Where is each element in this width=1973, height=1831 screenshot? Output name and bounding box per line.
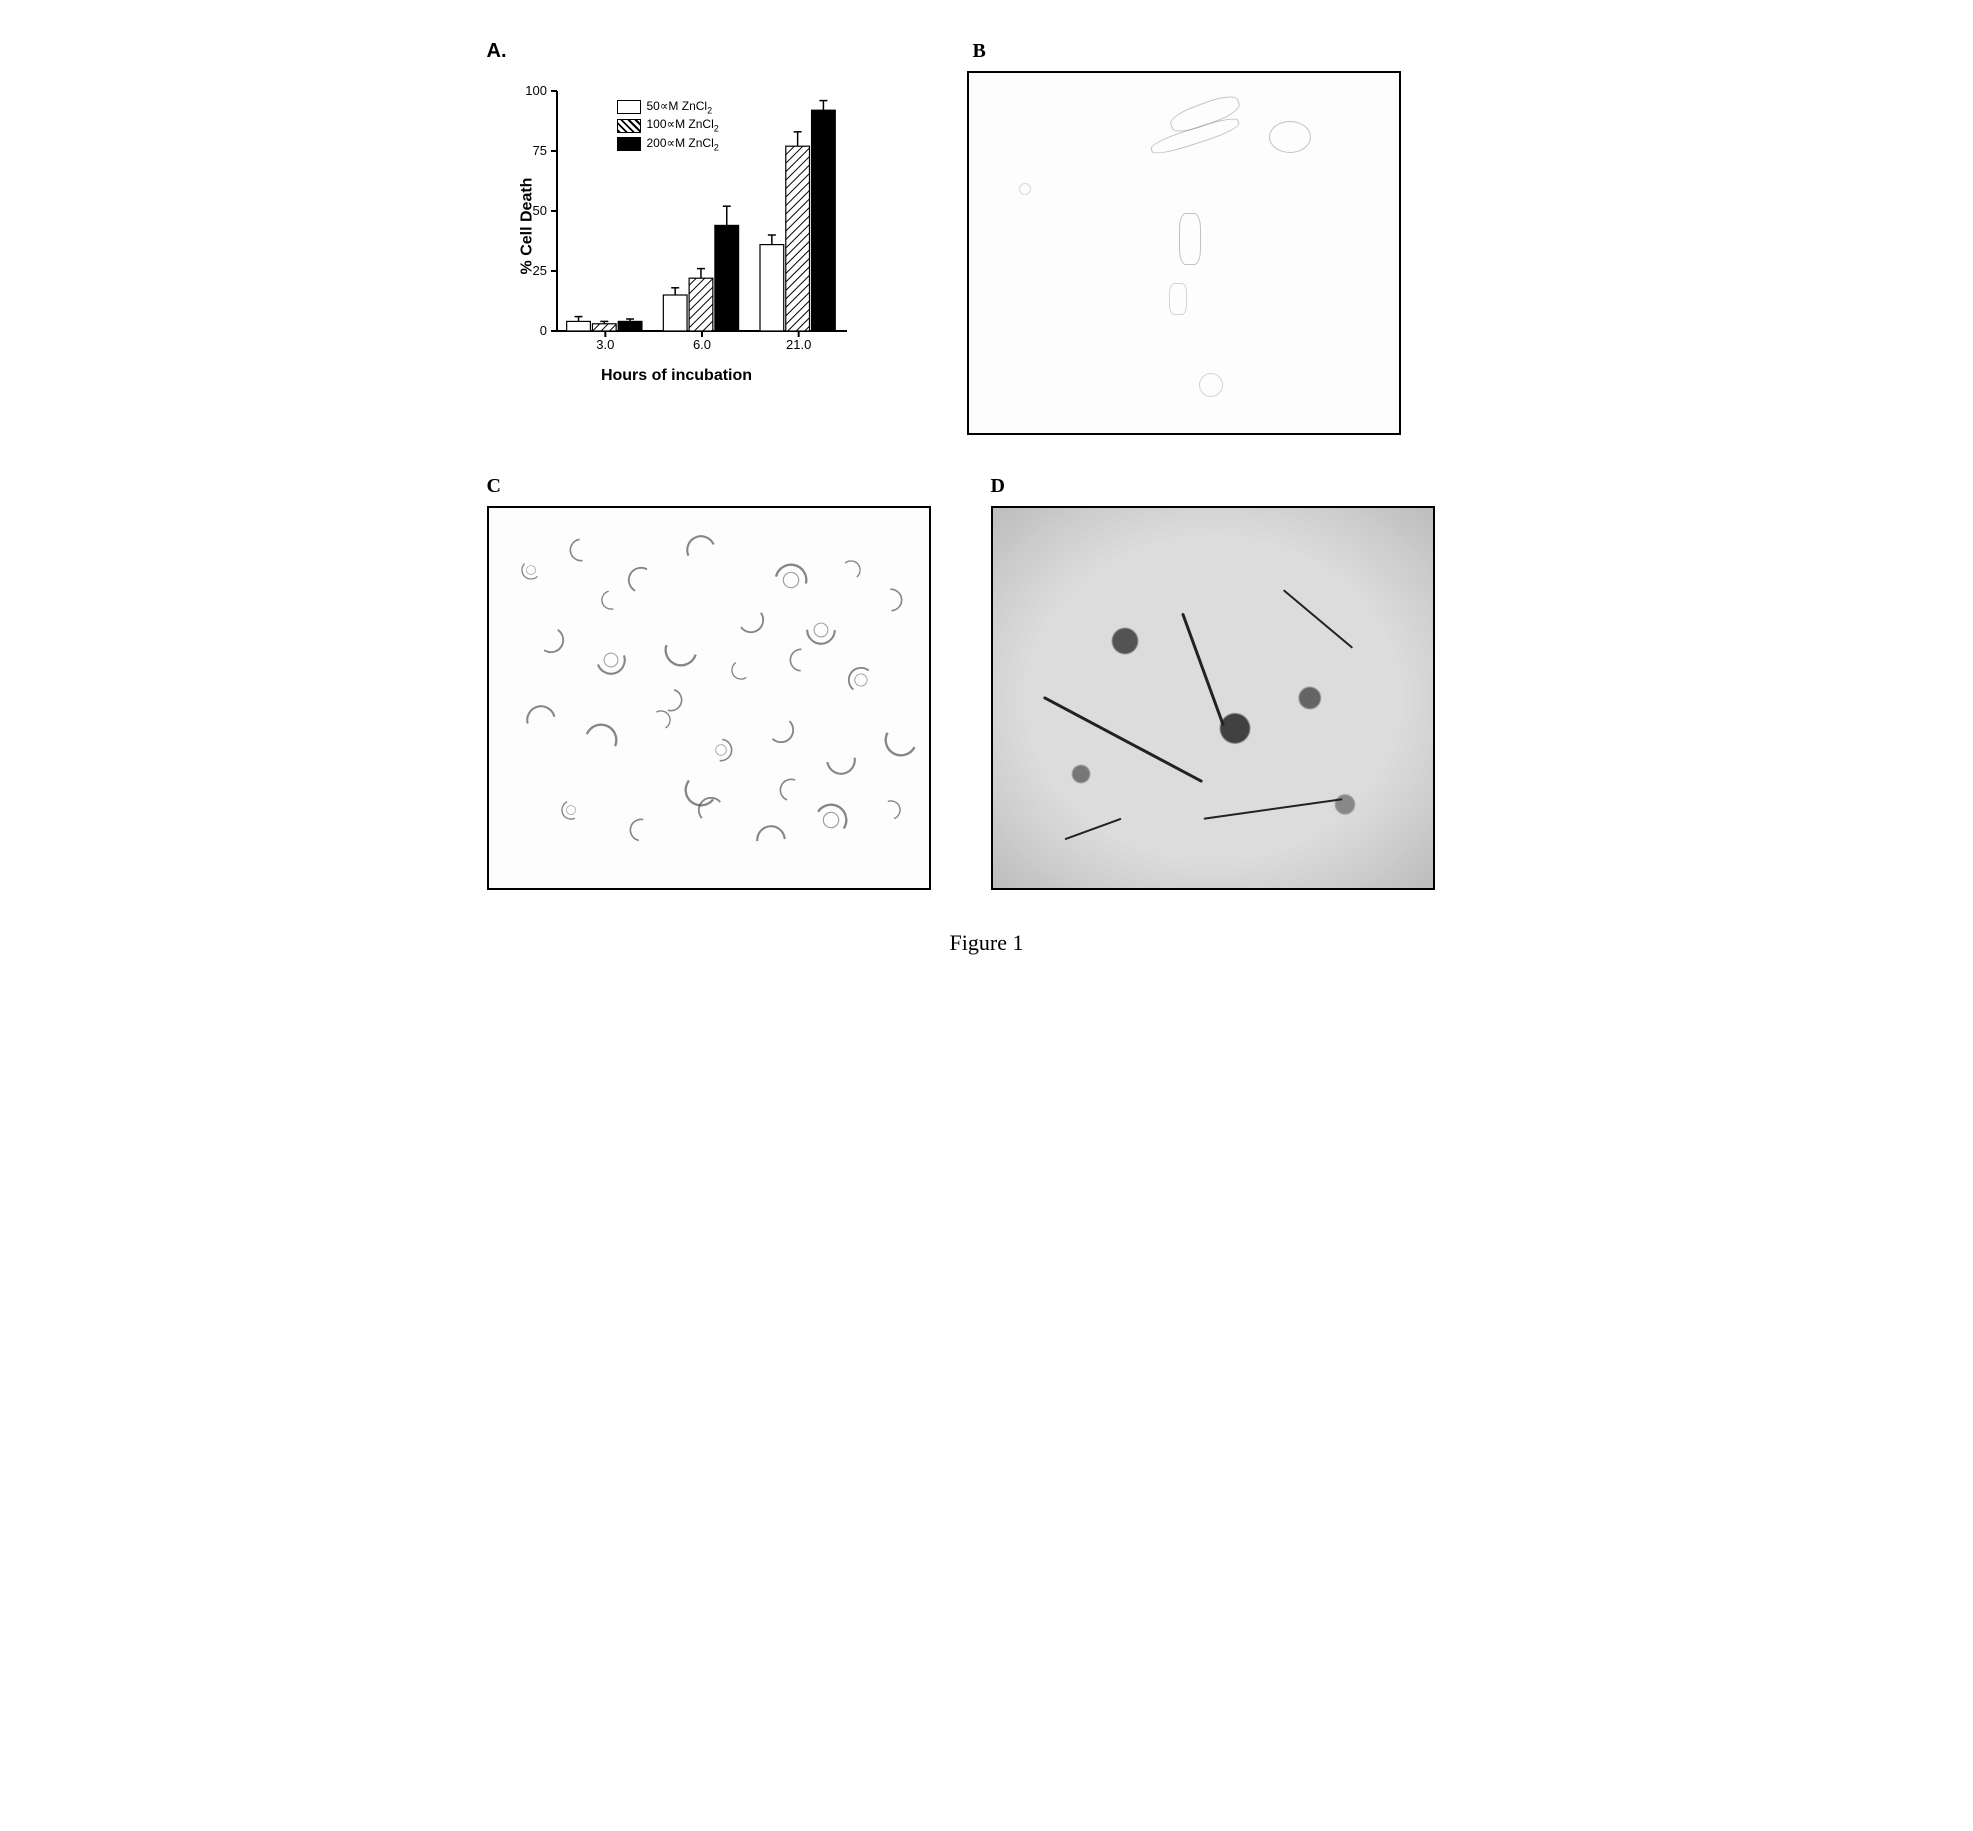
legend-label-0: 50∝M ZnCl2 bbox=[647, 99, 713, 115]
legend-swatch-black bbox=[617, 137, 641, 151]
legend-label-1: 100∝M ZnCl2 bbox=[647, 117, 719, 133]
panel-b: B bbox=[967, 40, 1401, 435]
legend-swatch-hatch bbox=[617, 119, 641, 133]
panel-c-label: C bbox=[487, 475, 931, 498]
legend-item-50: 50∝M ZnCl2 bbox=[617, 99, 719, 115]
panel-c: C bbox=[487, 475, 931, 890]
svg-text:100: 100 bbox=[525, 83, 547, 98]
chart-legend: 50∝M ZnCl2 100∝M ZnCl2 200∝M ZnCl2 bbox=[617, 99, 719, 154]
row-bottom: C D bbox=[487, 475, 1487, 890]
legend-label-2: 200∝M ZnCl2 bbox=[647, 136, 719, 152]
svg-text:3.0: 3.0 bbox=[596, 337, 614, 352]
legend-swatch-white bbox=[617, 100, 641, 114]
chart-xlabel: Hours of incubation bbox=[601, 367, 752, 385]
panel-a: A. % Cell Death 0255075100 bbox=[487, 40, 907, 381]
micrograph-d bbox=[991, 506, 1435, 890]
legend-item-100: 100∝M ZnCl2 bbox=[617, 117, 719, 133]
figure-caption: Figure 1 bbox=[487, 930, 1487, 956]
figure-1: A. % Cell Death 0255075100 bbox=[487, 40, 1487, 956]
micrograph-c bbox=[487, 506, 931, 890]
svg-text:75: 75 bbox=[532, 143, 546, 158]
bar-chart: % Cell Death 0255075100 3.06.021.0 bbox=[487, 71, 867, 381]
panel-d: D bbox=[991, 475, 1435, 890]
legend-item-200: 200∝M ZnCl2 bbox=[617, 136, 719, 152]
panel-a-label: A. bbox=[487, 40, 907, 63]
panel-d-label: D bbox=[991, 475, 1435, 498]
panel-b-label: B bbox=[973, 40, 1401, 63]
row-top: A. % Cell Death 0255075100 bbox=[487, 40, 1487, 435]
svg-text:21.0: 21.0 bbox=[786, 337, 811, 352]
svg-text:0: 0 bbox=[539, 323, 546, 338]
micrograph-b bbox=[967, 71, 1401, 435]
chart-ylabel: % Cell Death bbox=[518, 178, 536, 275]
svg-text:6.0: 6.0 bbox=[692, 337, 710, 352]
